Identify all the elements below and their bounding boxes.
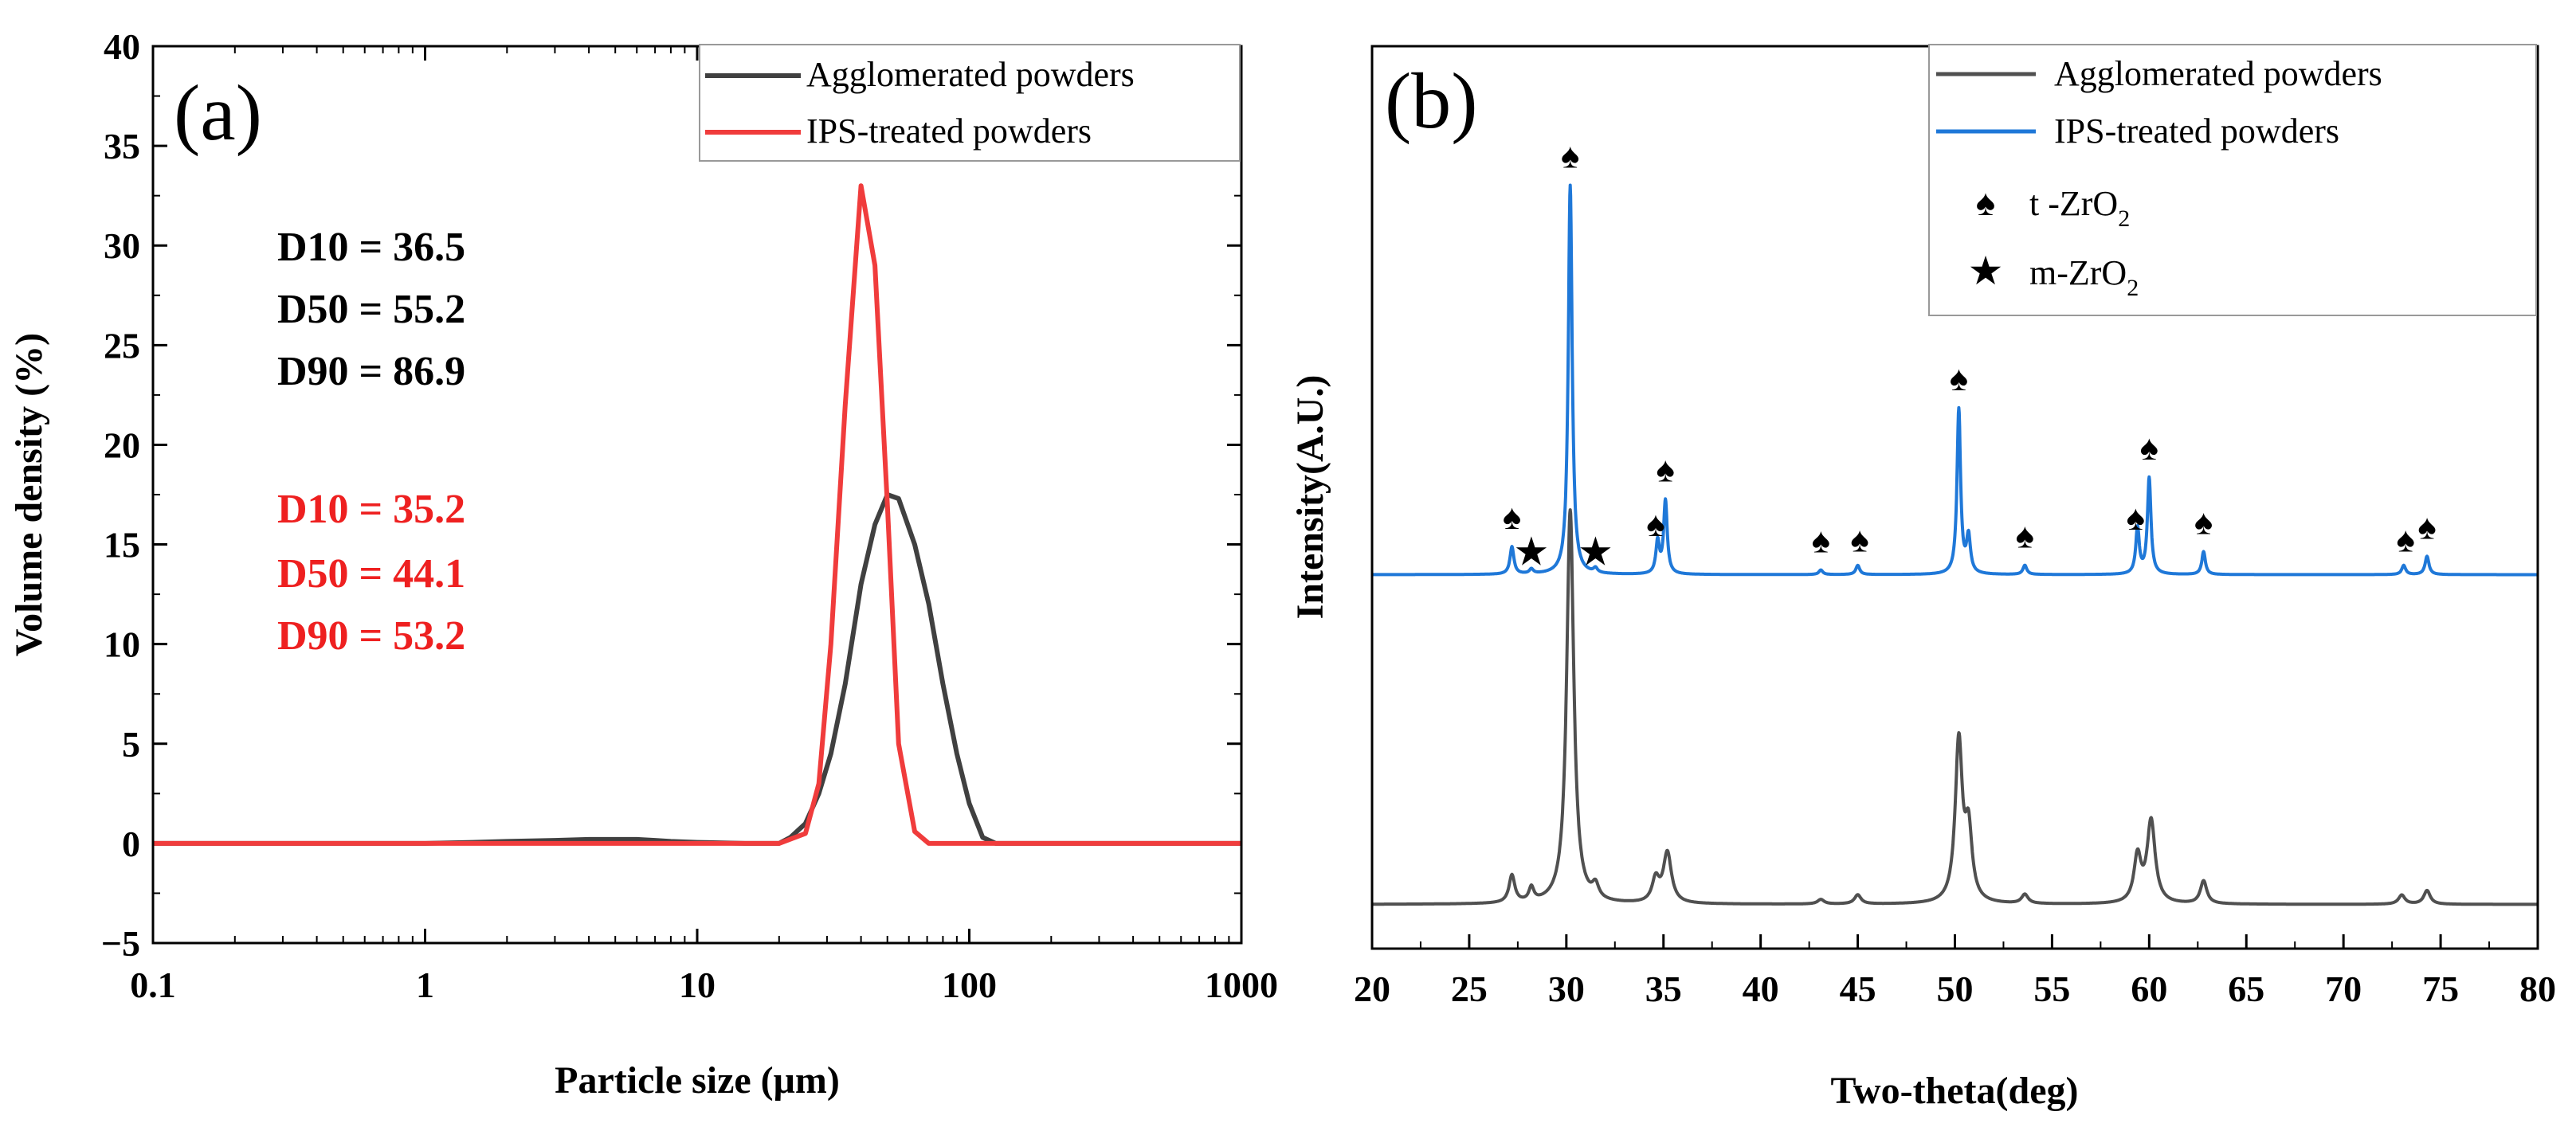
a-xtick-label: 1: [416, 965, 434, 1005]
panel-b-label: (b): [1385, 57, 1478, 145]
b-series-line-1: [1370, 183, 2539, 577]
legend-b-t-zro2: t -ZrO2: [2029, 184, 2130, 232]
panel-a-label: (a): [174, 68, 262, 157]
spade-marker-icon: ♠: [1950, 359, 1968, 398]
legend-b-m-zro2: m-ZrO2: [2029, 253, 2139, 301]
b-xtick-label: 40: [1743, 969, 1779, 1009]
legend-b-t-zro2-sub: 2: [2118, 205, 2130, 232]
panel-b-legend: Agglomerated powders IPS-treated powders…: [1928, 44, 2537, 316]
legend-a-label-ips: IPS-treated powders: [806, 112, 1092, 151]
b-xtick-label: 65: [2228, 969, 2264, 1009]
spade-marker-icon: ♠: [2397, 520, 2415, 559]
panel-a-series: [153, 183, 1241, 846]
spade-marker-icon: ♠: [1503, 498, 1521, 537]
b-xtick-label: 25: [1451, 969, 1488, 1009]
a-ytick-label: 15: [104, 525, 140, 566]
panel-b-ylabel: Intensity(A.U.): [1289, 375, 1331, 620]
spade-marker-icon: ♠: [1850, 521, 1868, 560]
annot-black-d90: D90 = 86.9: [277, 349, 465, 394]
a-xtick-label: 0.1: [130, 965, 176, 1005]
a-xtick-label: 10: [679, 965, 716, 1005]
a-series-line-0: [153, 492, 1241, 846]
b-xtick-label: 80: [2519, 969, 2556, 1009]
legend-b-m-zro2-sub: 2: [2127, 275, 2139, 301]
b-xtick-label: 30: [1548, 969, 1585, 1009]
legend-b-t-zro2-text: t -ZrO: [2029, 184, 2118, 223]
b-xtick-label: 55: [2033, 969, 2070, 1009]
panel-a: 0.1 1 10 100 1000 −5 0 5 10 15 20 25 30 35 40 (a) Aggl…: [8, 26, 1278, 1102]
a-ytick-label: 30: [104, 225, 140, 266]
star-icon: ★: [1968, 249, 2004, 293]
legend-b-label-agglomerated: Agglomerated powders: [2054, 54, 2382, 93]
a-ytick-label: 20: [104, 425, 140, 465]
a-ytick-label: 0: [122, 824, 140, 864]
annot-black-d10: D10 = 36.5: [277, 225, 465, 270]
a-ytick-label: −5: [101, 923, 140, 964]
panel-a-d-values: D10 = 36.5 D50 = 55.2 D90 = 86.9 D10 = 3…: [277, 225, 465, 659]
annot-red-d90: D90 = 53.2: [277, 613, 465, 659]
b-xtick-label: 50: [1937, 969, 1974, 1009]
a-ytick-label: 40: [104, 26, 140, 67]
a-xtick-label: 1000: [1205, 965, 1278, 1005]
panel-b-xlabel: Two-theta(deg): [1830, 1070, 2078, 1112]
spade-marker-icon: ♠: [1646, 505, 1664, 544]
b-xtick-label: 60: [2131, 969, 2167, 1009]
legend-a-label-agglomerated: Agglomerated powders: [806, 55, 1135, 94]
panel-a-legend-box: [699, 44, 1241, 162]
b-xtick-label: 75: [2422, 969, 2459, 1009]
panel-a-frame: [151, 45, 1243, 945]
panel-b-ticks: 20 25 30 35 40 45 50 55 60 65 70 75 80: [1354, 934, 2556, 1009]
panel-b-series: [1370, 183, 2539, 906]
legend-b-m-zro2-text: m-ZrO: [2029, 253, 2127, 292]
a-ytick-label: 10: [104, 624, 140, 665]
spade-marker-icon: ♠: [2127, 499, 2145, 538]
a-ytick-label: 25: [104, 325, 140, 366]
a-xtick-label: 100: [942, 965, 997, 1005]
b-xtick-label: 35: [1645, 969, 1682, 1009]
spade-icon: ♠: [1976, 182, 1995, 223]
b-xtick-label: 20: [1354, 969, 1390, 1009]
annot-black-d50: D50 = 55.2: [277, 287, 465, 332]
panel-a-legend: Agglomerated powders IPS-treated powders: [699, 44, 1241, 162]
panel-a-xlabel: Particle size (μm): [555, 1059, 840, 1102]
b-series-line-0: [1370, 508, 2539, 906]
spade-marker-icon: ♠: [2016, 517, 2034, 556]
a-ytick-label: 5: [122, 724, 140, 765]
panel-a-ylabel: Volume density (%): [8, 333, 50, 656]
spade-marker-icon: ♠: [1812, 522, 1830, 561]
legend-b-label-ips: IPS-treated powders: [2054, 112, 2339, 151]
a-ytick-label: 35: [104, 126, 140, 166]
spade-marker-icon: ♠: [2140, 429, 2158, 468]
star-marker-icon: ★: [1514, 530, 1550, 574]
spade-marker-icon: ♠: [2194, 503, 2213, 542]
spade-marker-icon: ♠: [1561, 137, 1579, 176]
panel-b-legend-box: [1928, 44, 2537, 316]
panel-b-markers: ♠♠♠♠♠ ♠♠♠ ♠♠♠ ♠ ♠★ ★: [1503, 137, 2437, 574]
spade-marker-icon: ♠: [2417, 507, 2436, 546]
a-series-line-1: [153, 183, 1241, 846]
b-xtick-label: 45: [1840, 969, 1876, 1009]
spade-marker-icon: ♠: [1657, 450, 1675, 489]
b-xtick-label: 70: [2325, 969, 2362, 1009]
annot-red-d10: D10 = 35.2: [277, 487, 465, 532]
panel-a-ticks: 0.1 1 10 100 1000 −5 0 5 10 15 20 25 30 35 40: [101, 26, 1278, 1005]
star-marker-icon: ★: [1578, 530, 1613, 574]
panel-b: 20 25 30 35 40 45 50 55 60 65 70 75 80 ♠♠♠♠♠ ♠♠♠ ♠♠♠ ♠ ♠…: [1289, 44, 2556, 1112]
annot-red-d50: D50 = 44.1: [277, 551, 465, 597]
